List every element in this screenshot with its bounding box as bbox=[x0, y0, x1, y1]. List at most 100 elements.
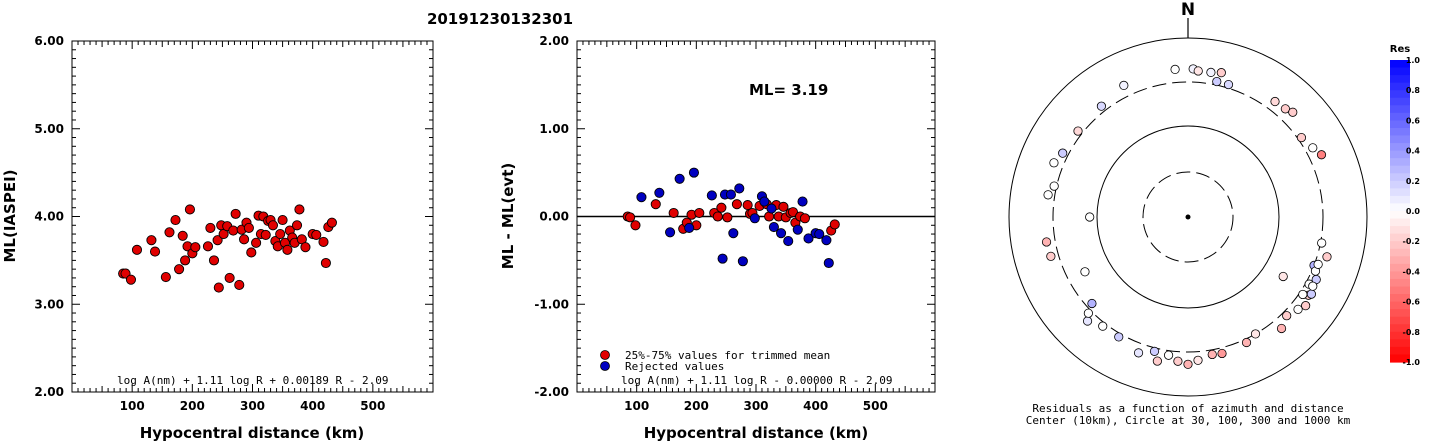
magnitude-point bbox=[174, 264, 185, 275]
colorbar-swatches bbox=[1390, 60, 1410, 363]
colorbar-swatch bbox=[1390, 226, 1410, 235]
magnitude-panel: 2.00 3.00 4.00 5.00 6.00 100 200 300 400 500 log… bbox=[1, 34, 434, 441]
azimuth-point bbox=[1317, 238, 1327, 248]
colorbar-swatch bbox=[1390, 316, 1410, 325]
colorbar: Res 1.0 0.8 0.6 0.4 0.2 0.0 -0.2 -0.4 -0.6 -0.8 -1… bbox=[1390, 44, 1421, 367]
colorbar-swatch bbox=[1390, 263, 1410, 272]
colorbar-tick-label: 0.6 bbox=[1406, 116, 1421, 125]
residual-point bbox=[731, 199, 742, 210]
legend-label-rejected: Rejected values bbox=[625, 360, 724, 373]
residual-point bbox=[636, 192, 647, 203]
magnitude-point bbox=[212, 235, 223, 246]
residual-point bbox=[625, 212, 636, 223]
colorbar-swatch bbox=[1390, 173, 1410, 182]
azimuth-point bbox=[1152, 356, 1162, 366]
azimuth-point bbox=[1080, 267, 1090, 277]
colorbar-swatch bbox=[1390, 158, 1410, 167]
azimuth-point bbox=[1301, 301, 1311, 311]
residual-point bbox=[797, 196, 808, 207]
circle-30km bbox=[1142, 171, 1234, 263]
magnitude-point bbox=[294, 204, 305, 215]
residual-y-tick-label: 1.00 bbox=[539, 122, 569, 136]
magnitude-point bbox=[251, 237, 262, 248]
magnitude-point bbox=[224, 272, 235, 283]
legend-marker-trimmed bbox=[600, 350, 610, 360]
circle-300km bbox=[1052, 81, 1324, 353]
magnitude-formula: log A(nm) + 1.11 log R + 0.00189 R - 2.0… bbox=[117, 374, 389, 387]
magnitude-point bbox=[177, 230, 188, 241]
residual-y-tick-label: -2.00 bbox=[534, 385, 569, 399]
residual-point bbox=[694, 207, 705, 219]
colorbar-swatch bbox=[1390, 97, 1410, 106]
magnitude-points bbox=[118, 204, 337, 293]
residual-point bbox=[821, 235, 832, 246]
colorbar-swatch bbox=[1390, 105, 1410, 114]
residual-x-tick-label: 400 bbox=[803, 399, 828, 413]
colorbar-swatch bbox=[1390, 180, 1410, 189]
colorbar-swatch bbox=[1390, 256, 1410, 265]
residual-point bbox=[783, 236, 794, 247]
residual-point bbox=[722, 212, 733, 223]
azimuth-point bbox=[1096, 101, 1107, 111]
azimuth-point bbox=[1282, 311, 1292, 321]
azimuth-point bbox=[1293, 304, 1303, 314]
azimuth-point bbox=[1308, 281, 1318, 291]
azimuth-point bbox=[1183, 359, 1193, 369]
magnitude-x-tick-label: 200 bbox=[180, 399, 205, 413]
colorbar-swatch bbox=[1390, 75, 1410, 84]
residual-point bbox=[725, 189, 736, 200]
azimuth-point bbox=[1049, 158, 1059, 168]
azimuth-point bbox=[1173, 356, 1183, 366]
residual-point bbox=[712, 211, 723, 222]
magnitude-x-ticks: 100 200 300 400 500 bbox=[71, 41, 434, 413]
residual-point bbox=[768, 221, 779, 233]
azimuth-point bbox=[1241, 337, 1252, 348]
north-label: N bbox=[1181, 0, 1195, 20]
magnitude-y-tick-label: 4.00 bbox=[34, 210, 64, 224]
residual-point bbox=[737, 256, 748, 267]
magnitude-point bbox=[282, 244, 293, 255]
residual-x-tick-label: 500 bbox=[863, 399, 888, 413]
polar-caption-2: Center (10km), Circle at 30, 100, 300 an… bbox=[1026, 414, 1351, 427]
azimuth-point bbox=[1043, 190, 1053, 200]
magnitude-point bbox=[267, 220, 279, 231]
colorbar-tick-label: 0.8 bbox=[1406, 86, 1421, 95]
ml-annotation: ML= 3.19 bbox=[749, 81, 828, 99]
colorbar-tick-label: -0.2 bbox=[1403, 237, 1421, 246]
magnitude-x-tick-label: 400 bbox=[300, 399, 325, 413]
azimuth-point bbox=[1085, 212, 1095, 222]
azimuth-point bbox=[1308, 143, 1318, 153]
magnitude-point bbox=[230, 208, 241, 219]
magnitude-point bbox=[277, 214, 288, 226]
azimuth-point bbox=[1276, 323, 1287, 334]
azimuth-point bbox=[1170, 64, 1180, 75]
colorbar-swatch bbox=[1390, 165, 1410, 174]
azimuth-point bbox=[1270, 96, 1280, 107]
azimuth-point bbox=[1280, 104, 1290, 114]
azimuth-point bbox=[1058, 148, 1068, 158]
magnitude-point bbox=[190, 242, 201, 253]
residual-point bbox=[787, 207, 799, 218]
polar-caption: Residuals as a function of azimuth and d… bbox=[1032, 402, 1343, 415]
magnitude-point bbox=[149, 246, 161, 257]
residual-point bbox=[650, 199, 661, 210]
colorbar-swatch bbox=[1390, 143, 1410, 152]
colorbar-tick-label: -1.0 bbox=[1403, 358, 1421, 367]
colorbar-swatch bbox=[1390, 346, 1410, 356]
colorbar-swatch bbox=[1390, 309, 1410, 318]
magnitude-point bbox=[184, 204, 195, 215]
colorbar-swatch bbox=[1390, 278, 1410, 288]
colorbar-tick-label: 0.2 bbox=[1406, 177, 1420, 186]
outer-circle-1000km bbox=[1008, 37, 1368, 397]
magnitude-point bbox=[125, 274, 137, 285]
magnitude-x-tick-label: 500 bbox=[360, 399, 385, 413]
event-title: 20191230132301 bbox=[427, 10, 573, 28]
azimuth-point bbox=[1288, 107, 1298, 117]
magnitude-x-tick-label: 300 bbox=[240, 399, 265, 413]
residual-y-tick-label: 0.00 bbox=[539, 210, 569, 224]
colorbar-swatch bbox=[1390, 112, 1410, 121]
colorbar-tick-label: 0.0 bbox=[1406, 207, 1421, 216]
residual-point bbox=[799, 213, 810, 224]
legend-marker-rejected bbox=[600, 361, 610, 371]
